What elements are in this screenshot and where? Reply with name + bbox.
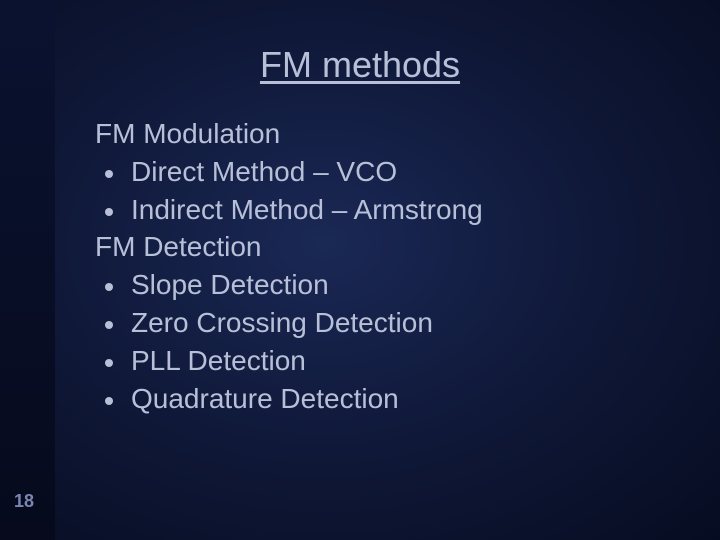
bullet-icon	[105, 170, 113, 178]
bullet-icon	[105, 283, 113, 291]
list-item: Slope Detection	[95, 266, 483, 304]
list-item-text: Direct Method – VCO	[131, 153, 397, 191]
bullet-icon	[105, 397, 113, 405]
page-number: 18	[14, 491, 34, 512]
list-item: Direct Method – VCO	[95, 153, 483, 191]
list-item: Quadrature Detection	[95, 380, 483, 418]
bullet-icon	[105, 208, 113, 216]
section-heading: FM Detection	[95, 228, 483, 266]
list-item: Indirect Method – Armstrong	[95, 191, 483, 229]
section-heading: FM Modulation	[95, 115, 483, 153]
list-item-text: Quadrature Detection	[131, 380, 399, 418]
list-item-text: PLL Detection	[131, 342, 306, 380]
list-item-text: Zero Crossing Detection	[131, 304, 433, 342]
bullet-icon	[105, 321, 113, 329]
slide-title: FM methods	[0, 44, 720, 86]
list-item: Zero Crossing Detection	[95, 304, 483, 342]
bullet-icon	[105, 359, 113, 367]
slide-content: FM Modulation Direct Method – VCO Indire…	[95, 115, 483, 417]
list-item-text: Indirect Method – Armstrong	[131, 191, 483, 229]
list-item: PLL Detection	[95, 342, 483, 380]
list-item-text: Slope Detection	[131, 266, 329, 304]
